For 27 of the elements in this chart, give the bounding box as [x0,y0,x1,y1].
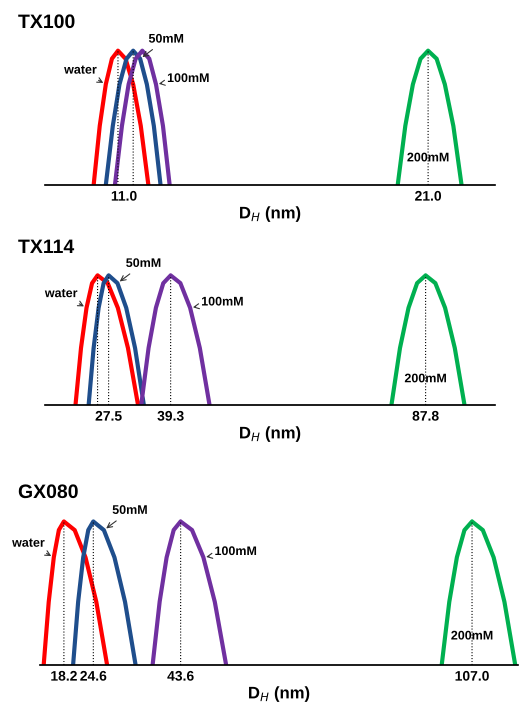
x-tick-label: 21.0 [415,190,442,201]
x-axis-title: D$_{H}$ (nm) [249,686,310,702]
series-label: 100mM [168,73,209,82]
x-tick-label: 107.0 [456,670,489,681]
x-tick-label: 27.5 [96,410,122,421]
chart-title: TX100 [18,14,74,28]
x-tick-label: 87.8 [412,410,439,421]
x-tick-label: 18.2 [51,670,77,681]
series-label: water [12,538,45,547]
series-label: 50mM [112,505,147,514]
series-label: water [64,65,97,74]
series-label: 200mM [407,152,448,162]
series-label: 200mM [404,374,446,382]
x-axis-title: D$_{H}$ (nm) [240,206,300,222]
series-label: 50mM [126,258,160,268]
x-tick-label: 39.3 [157,410,184,421]
x-tick-label: 11.0 [112,190,137,201]
series-label: 200mM [451,630,492,640]
series-label: 100mM [215,546,256,556]
series-label: water [44,288,78,298]
series-label: 100mM [202,296,243,306]
x-axis-title: D$_{H}$ (nm) [240,426,300,442]
chart-title: TX114 [18,240,74,253]
chart-title: GX080 [18,484,78,498]
series-label: 50mM [148,34,184,43]
x-tick-label: 24.6 [80,670,106,681]
x-tick-label: 43.6 [167,670,194,681]
